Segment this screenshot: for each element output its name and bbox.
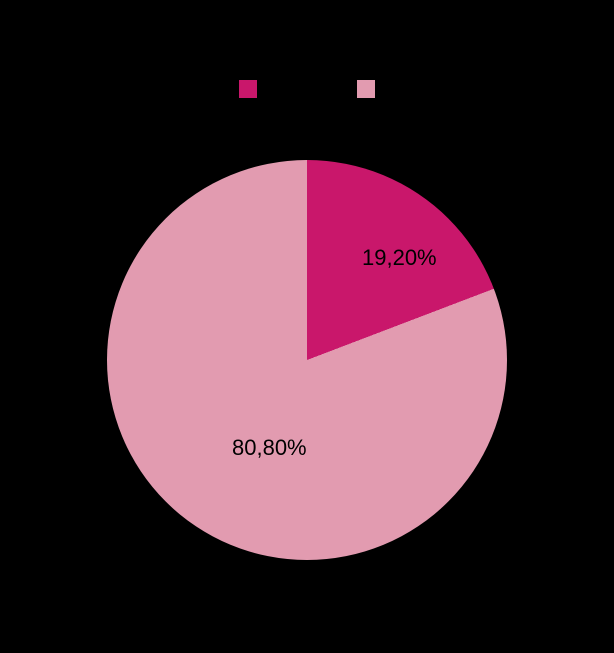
pie-chart: 19,20% 80,80% (0, 0, 614, 653)
legend-swatch-2 (357, 80, 375, 98)
pie: 19,20% 80,80% (107, 160, 507, 560)
legend (0, 80, 614, 98)
legend-swatch-1 (239, 80, 257, 98)
legend-item-1 (239, 80, 257, 98)
pie-slice-label-2: 80,80% (232, 435, 307, 461)
pie-slice-label-1: 19,20% (362, 245, 437, 271)
pie-wrap: 19,20% 80,80% (0, 160, 614, 560)
legend-item-2 (357, 80, 375, 98)
